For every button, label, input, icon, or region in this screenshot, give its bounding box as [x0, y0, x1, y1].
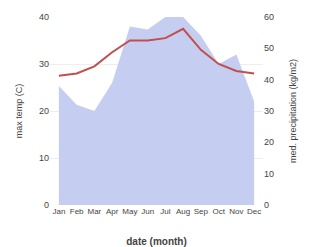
svg-text:20: 20 — [264, 137, 274, 147]
svg-text:30: 30 — [264, 106, 274, 116]
svg-text:10: 10 — [39, 153, 49, 163]
svg-text:date (month): date (month) — [126, 236, 187, 247]
svg-text:40: 40 — [39, 12, 49, 22]
svg-text:10: 10 — [264, 169, 274, 179]
svg-text:Jul: Jul — [160, 207, 170, 216]
svg-text:Apr: Apr — [106, 207, 119, 216]
svg-text:0: 0 — [44, 200, 49, 210]
svg-text:Dec: Dec — [247, 207, 261, 216]
svg-text:Sep: Sep — [194, 207, 209, 216]
svg-text:med. precipitation (kg/m2): med. precipitation (kg/m2) — [288, 59, 298, 163]
svg-text:May: May — [122, 207, 137, 216]
svg-text:60: 60 — [264, 12, 274, 22]
svg-text:Jan: Jan — [52, 207, 65, 216]
svg-text:Feb: Feb — [70, 207, 84, 216]
svg-text:Jun: Jun — [141, 207, 154, 216]
svg-text:20: 20 — [39, 106, 49, 116]
svg-text:40: 40 — [264, 75, 274, 85]
svg-text:50: 50 — [264, 43, 274, 53]
svg-text:Aug: Aug — [176, 207, 190, 216]
svg-text:0: 0 — [264, 200, 269, 210]
svg-text:Oct: Oct — [212, 207, 225, 216]
svg-text:Nov: Nov — [229, 207, 243, 216]
svg-text:30: 30 — [39, 59, 49, 69]
svg-text:Mar: Mar — [87, 207, 101, 216]
svg-text:max temp (C): max temp (C) — [14, 84, 24, 139]
